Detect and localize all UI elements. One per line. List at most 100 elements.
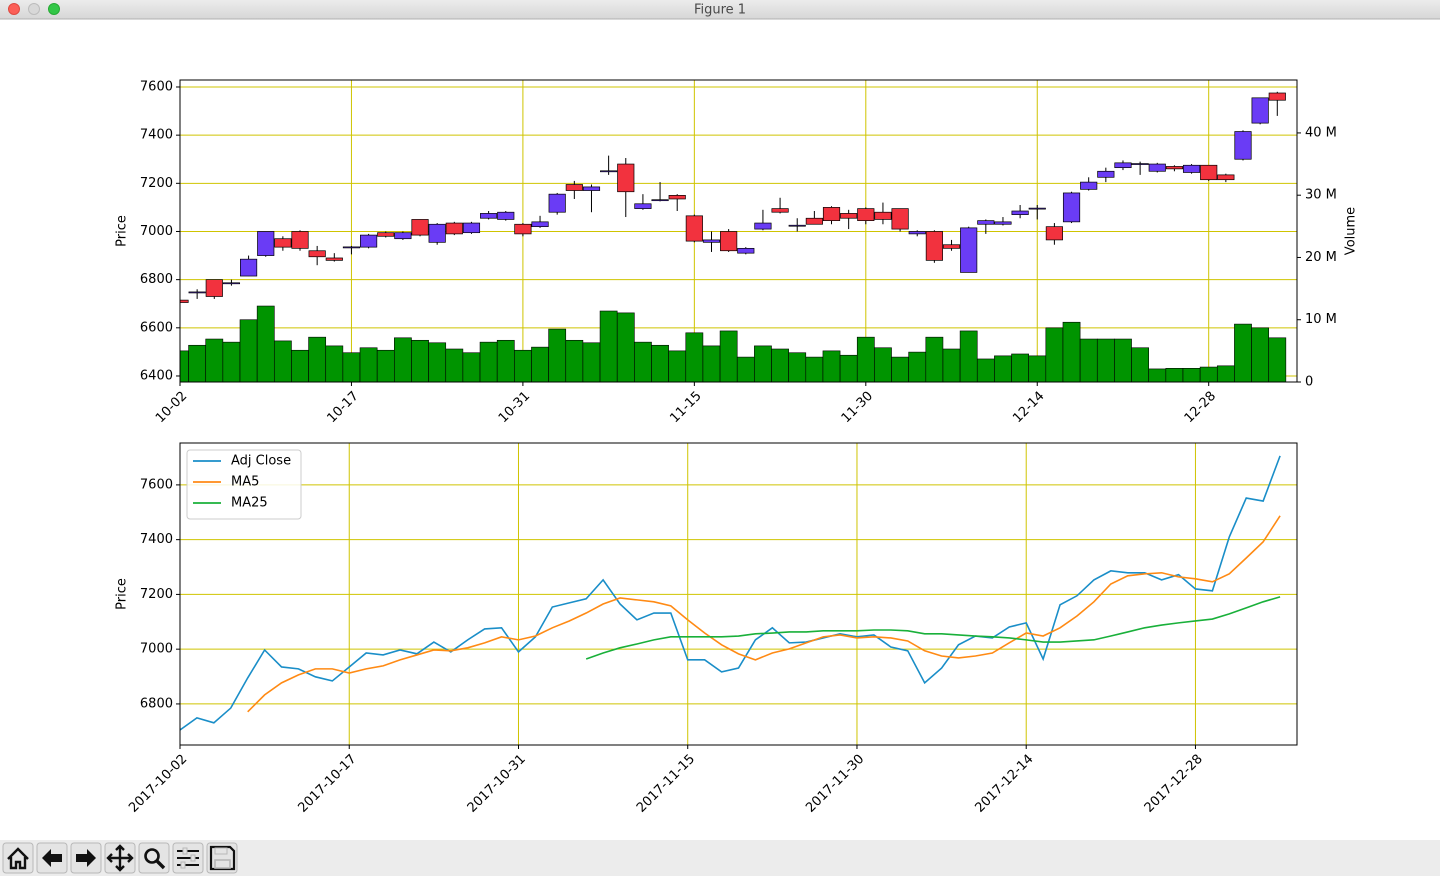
volume-bar (1028, 355, 1047, 382)
candle-body (325, 257, 343, 261)
candle-body (582, 186, 601, 191)
volume-bar (976, 358, 995, 382)
forward-button[interactable] (70, 842, 102, 874)
candle-body (257, 231, 275, 256)
candle-body (685, 215, 703, 242)
volume-bar (736, 356, 755, 382)
candle-body (908, 231, 926, 235)
candle-body (377, 232, 395, 237)
save-button[interactable] (206, 842, 238, 874)
volume-bar (891, 356, 909, 382)
axes-frame (179, 442, 1298, 746)
y-tick-label: 7400 (140, 128, 173, 143)
candle-body (445, 222, 463, 235)
candle-body (788, 224, 806, 227)
candle-body (531, 221, 549, 228)
candle-body (600, 170, 618, 173)
candle-body (240, 258, 258, 277)
volume-bar (411, 339, 429, 382)
y-tick-label: 7000 (140, 642, 173, 657)
candle-body (180, 299, 189, 303)
volume-bar (668, 350, 687, 382)
legend-label: Adj Close (231, 454, 291, 469)
candle-body (565, 184, 583, 191)
minimize-button[interactable] (28, 3, 40, 15)
legend-box (186, 449, 302, 520)
series-line (585, 596, 1281, 660)
volume-bar (1079, 338, 1098, 382)
volume-bar (359, 347, 378, 382)
back-button[interactable] (36, 842, 68, 874)
grid (179, 80, 1297, 382)
volume-bar (479, 341, 498, 382)
volume-bar (1251, 327, 1270, 382)
candle-body (857, 208, 875, 221)
volume-bar (496, 339, 515, 382)
volume-bar (1199, 366, 1218, 382)
volume-bar (959, 330, 978, 382)
volume-bar (805, 356, 824, 382)
pan-button[interactable] (104, 842, 136, 874)
candle-body (291, 231, 309, 249)
volume-bar (462, 352, 481, 382)
candle-body (1165, 166, 1183, 170)
candle-body (480, 213, 498, 219)
volume-bar (1096, 338, 1115, 382)
x-tick-label: 2017-10-31 (465, 752, 529, 816)
y2-tick-label: 10 M (1305, 312, 1337, 327)
volume-bar (994, 355, 1012, 382)
volume-bar (925, 336, 944, 382)
volume-bar (839, 354, 858, 382)
candle-body (840, 213, 858, 219)
candle-body (1080, 181, 1098, 190)
series-line (180, 455, 1281, 731)
volume-bar (1114, 338, 1132, 382)
volume-bar (394, 337, 412, 382)
volume-bar (1268, 337, 1287, 382)
candle-body (1131, 163, 1149, 165)
y2-tick-label: 20 M (1305, 250, 1337, 265)
volume-bar (256, 305, 275, 382)
volume-bar (634, 341, 652, 382)
zoom-button[interactable] (48, 3, 60, 15)
y-tick-label: 6600 (140, 320, 173, 335)
y2-tick-label: 0 (1305, 375, 1313, 390)
candle-body (1148, 163, 1166, 172)
y-tick-label: 6800 (140, 272, 173, 287)
volume-bar (565, 339, 584, 382)
volume-bar (1011, 353, 1029, 382)
volume-bar (1062, 321, 1081, 382)
candle-body (394, 232, 412, 240)
candle-body (874, 211, 892, 220)
candle-body (1217, 174, 1235, 181)
x-tick-label: 10-17 (324, 389, 361, 426)
candle-body (720, 231, 738, 252)
zoom-tool-button[interactable] (138, 842, 170, 874)
candle-body (360, 234, 378, 248)
volume-bar (205, 338, 224, 382)
y-axis-label: Price (115, 215, 130, 247)
volume-bar (874, 347, 892, 382)
volume-bar (514, 349, 532, 382)
candle-body (274, 238, 292, 248)
volume-bar (1182, 368, 1201, 382)
candle-body (1011, 210, 1029, 215)
x-tick-label: 2017-11-15 (634, 752, 698, 816)
candle-body (1268, 92, 1286, 101)
candle-body (205, 279, 223, 297)
candle-body (822, 207, 841, 221)
volume-bar (1234, 323, 1252, 382)
candle-body (891, 208, 909, 230)
candle-body (1182, 164, 1201, 173)
candle-body (737, 247, 755, 254)
candle-body (1114, 162, 1132, 169)
home-button[interactable] (2, 842, 34, 874)
volume-bar (445, 348, 464, 382)
volume-bar (1131, 347, 1149, 382)
close-button[interactable] (8, 3, 20, 15)
candle-body (1200, 164, 1218, 181)
series-line (247, 515, 1281, 713)
volume-bar (1148, 368, 1167, 382)
candle-body (977, 220, 995, 225)
configure-button[interactable] (172, 842, 204, 874)
